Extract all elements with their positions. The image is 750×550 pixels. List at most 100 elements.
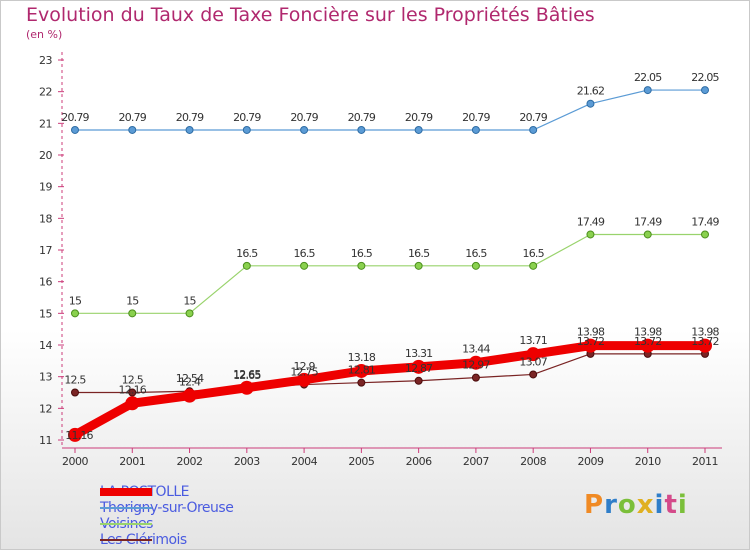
data-point <box>643 86 652 95</box>
x-tick-label: 2003 <box>234 455 260 468</box>
legend-item: Thorigny-sur-Oreuse <box>100 500 234 516</box>
data-point <box>242 261 251 270</box>
data-label: 17.49 <box>577 215 605 228</box>
data-point <box>185 125 194 134</box>
data-point <box>640 338 655 353</box>
x-tick-label: 2001 <box>119 455 145 468</box>
data-label: 21.62 <box>577 85 605 98</box>
data-point <box>529 125 538 134</box>
data-label: 16.5 <box>351 247 373 260</box>
data-point <box>701 230 709 239</box>
data-label: 15 <box>69 294 82 307</box>
data-label: 17.49 <box>691 215 719 228</box>
legend-label: Thorigny-sur-Oreuse <box>100 500 234 516</box>
chart-title: Evolution du Taux de Taxe Foncière sur l… <box>26 4 595 26</box>
data-point <box>239 380 254 395</box>
y-tick-label: 14 <box>39 339 52 352</box>
data-label: 12.65 <box>233 368 261 381</box>
data-point <box>128 309 137 318</box>
x-tick-label: 2006 <box>406 455 432 468</box>
data-label: 13.07 <box>519 355 547 368</box>
y-tick-label: 23 <box>39 54 52 67</box>
series-line <box>75 353 705 394</box>
data-label: 13.71 <box>519 334 547 347</box>
data-label: 12.4 <box>179 376 201 389</box>
data-point <box>300 261 309 270</box>
data-label: 15 <box>126 294 139 307</box>
y-tick-label: 15 <box>39 307 52 320</box>
data-point <box>128 388 137 397</box>
data-point <box>586 99 595 108</box>
data-label: 12.81 <box>348 364 376 377</box>
data-point <box>354 363 369 378</box>
data-label: 20.79 <box>519 111 547 124</box>
data-point <box>242 125 251 134</box>
x-tick-label: 2007 <box>463 455 489 468</box>
data-label: 16.5 <box>236 247 258 260</box>
x-tick-label: 2000 <box>62 455 88 468</box>
data-label: 12.75 <box>290 366 318 379</box>
data-point <box>71 125 79 134</box>
data-label: 20.79 <box>233 111 261 124</box>
data-label: 15 <box>183 294 196 307</box>
data-point <box>529 261 538 270</box>
data-label: 20.79 <box>290 111 318 124</box>
series-line <box>75 233 705 314</box>
x-tick-label: 2005 <box>348 455 374 468</box>
data-point <box>468 355 483 370</box>
y-tick-label: 22 <box>39 86 52 99</box>
legend-item: LA POSTOLLE <box>100 484 233 500</box>
data-label: 16.5 <box>523 247 545 260</box>
data-point <box>300 125 309 134</box>
data-label: 20.79 <box>61 111 89 124</box>
x-tick-label: 2009 <box>577 455 603 468</box>
data-label: 12.16 <box>119 383 147 396</box>
data-point <box>529 370 538 379</box>
data-point <box>357 261 366 270</box>
data-point <box>297 372 312 387</box>
data-point <box>643 230 652 239</box>
data-label: 12.97 <box>462 359 490 372</box>
data-point <box>125 396 140 411</box>
data-label: 16.5 <box>408 247 430 260</box>
data-point <box>185 309 194 318</box>
data-point <box>414 125 423 134</box>
y-tick-label: 11 <box>39 434 52 447</box>
x-tick-label: 2004 <box>291 455 317 468</box>
data-point <box>71 388 79 397</box>
data-label: 13.72 <box>691 335 719 348</box>
data-label: 17.49 <box>634 215 662 228</box>
data-point <box>701 86 709 95</box>
data-label: 11.16 <box>65 429 93 442</box>
data-point <box>471 125 480 134</box>
data-point <box>357 125 366 134</box>
data-point <box>414 376 423 385</box>
data-label: 13.98 <box>577 326 605 339</box>
legend-item: Les Clérimois <box>100 532 233 548</box>
proxiti-logo: Proxiti <box>584 490 688 520</box>
data-label: 22.05 <box>634 71 662 84</box>
data-label: 16.5 <box>465 247 487 260</box>
data-label: 20.79 <box>348 111 376 124</box>
legend-item: Voisines <box>100 516 233 532</box>
x-tick-label: 2002 <box>177 455 203 468</box>
data-point <box>471 261 480 270</box>
data-label: 13.18 <box>348 351 376 364</box>
data-label: 13.72 <box>577 335 605 348</box>
data-label: 12.87 <box>405 362 433 375</box>
data-label: 13.98 <box>634 326 662 339</box>
data-point <box>526 347 541 362</box>
data-point <box>357 378 366 387</box>
y-tick-label: 12 <box>39 402 52 415</box>
data-label: 12.54 <box>176 372 204 385</box>
data-label: 22.05 <box>691 71 719 84</box>
data-label: 13.31 <box>405 347 433 360</box>
x-tick-label: 2008 <box>520 455 546 468</box>
y-tick-label: 21 <box>39 117 52 130</box>
data-point <box>182 388 197 403</box>
y-tick-label: 18 <box>39 212 52 225</box>
x-tick-label: 2010 <box>635 455 661 468</box>
data-label: 20.79 <box>119 111 147 124</box>
